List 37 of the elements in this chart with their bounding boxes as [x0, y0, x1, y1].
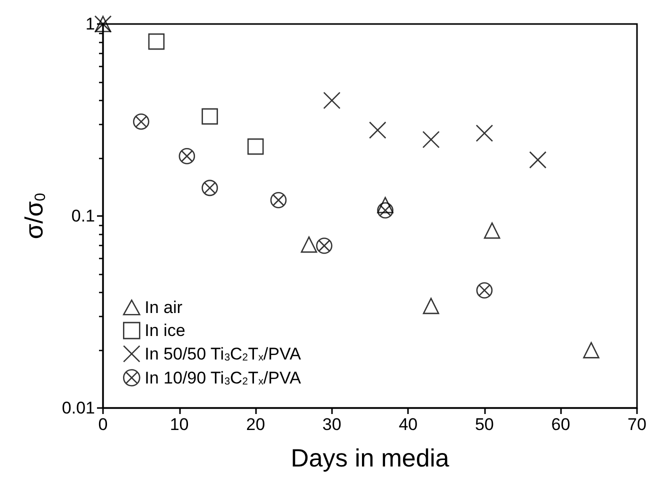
point [132, 114, 150, 130]
point [583, 342, 600, 358]
x-tick-label: 0 [98, 415, 108, 434]
point [148, 33, 165, 50]
point [178, 148, 196, 164]
point [202, 108, 218, 125]
point [422, 130, 440, 148]
point [476, 124, 494, 142]
x-tick-label: 40 [398, 415, 418, 434]
y-tick-label: 1 [86, 14, 95, 34]
x-tick-label: 30 [322, 415, 342, 434]
point [202, 180, 218, 196]
x-tick-label: 50 [474, 415, 494, 434]
point [323, 92, 341, 110]
legend-label: In 10/90 Ti3C2Tx/PVA [144, 368, 302, 388]
y-tick-label: 0.01 [62, 398, 95, 418]
x-axis-title: Days in media [290, 444, 450, 472]
point [529, 151, 546, 169]
legend-label: In ice [144, 321, 186, 340]
y-axis-title: σ/σ0 [20, 192, 49, 240]
point [368, 121, 386, 139]
point [422, 298, 440, 314]
legend-label: In 50/50 Ti3C2Tx/PVA [144, 344, 302, 364]
point [377, 196, 394, 214]
x-tick-label: 20 [246, 415, 266, 434]
point [476, 282, 493, 298]
x-tick-label: 70 [628, 415, 646, 434]
y-tick-label: 0.1 [71, 206, 95, 226]
point [484, 222, 500, 239]
point [316, 238, 332, 254]
legend-label: In air [144, 298, 183, 317]
point [300, 236, 318, 253]
x-tick-label: 60 [551, 415, 570, 434]
point [270, 192, 287, 208]
x-tick-label: 10 [170, 415, 189, 434]
point [247, 138, 264, 155]
point [377, 202, 394, 218]
